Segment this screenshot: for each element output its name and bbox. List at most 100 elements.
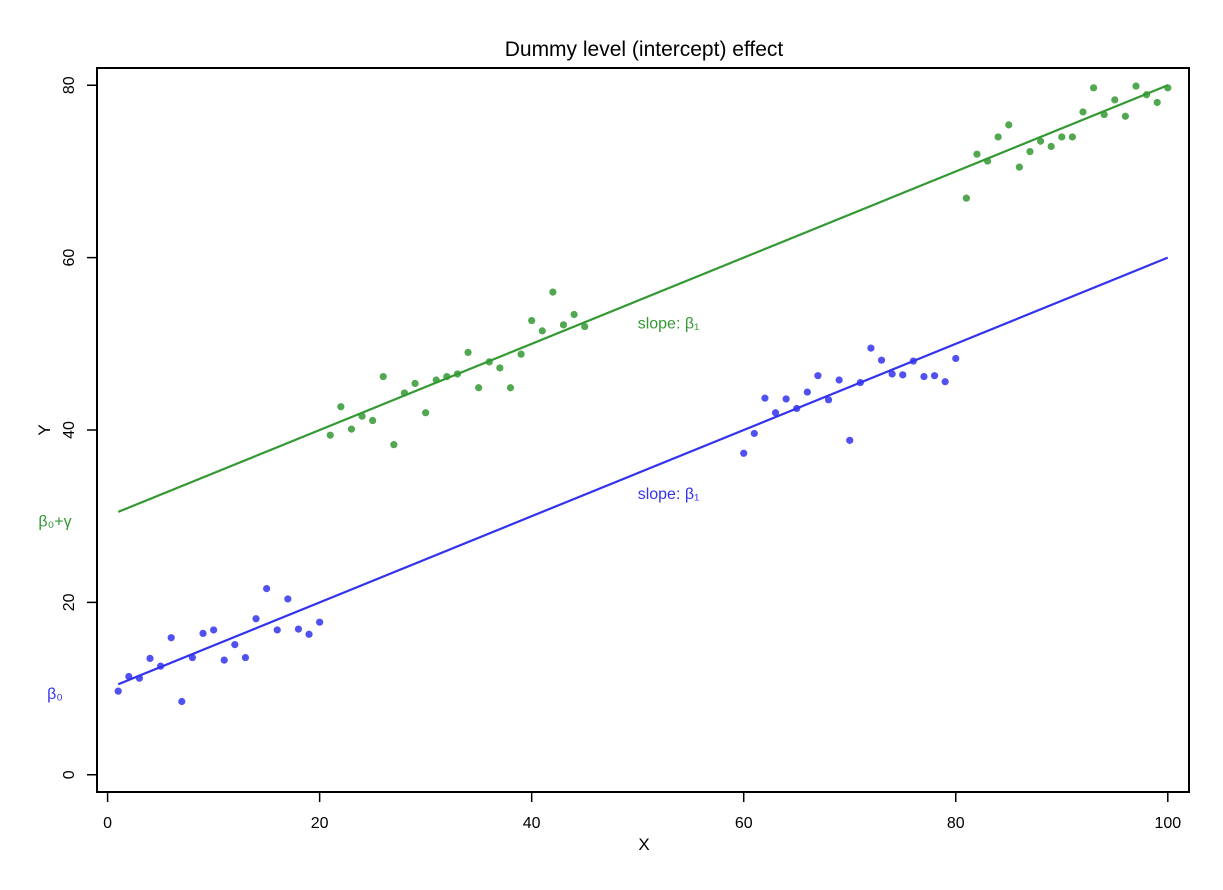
- data-point-series-1: [549, 288, 557, 296]
- x-tick-label: 100: [1154, 815, 1181, 832]
- data-point-series-1: [517, 350, 525, 358]
- data-point-series-0: [114, 687, 122, 695]
- data-point-series-1: [390, 441, 398, 449]
- data-point-series-0: [856, 378, 864, 387]
- y-tick-label: 40: [61, 421, 78, 439]
- data-point-series-0: [888, 370, 896, 378]
- data-point-series-0: [167, 634, 175, 642]
- x-axis-label: X: [638, 835, 649, 854]
- data-point-series-1: [326, 431, 334, 439]
- data-point-series-1: [570, 310, 578, 319]
- data-point-series-0: [803, 388, 811, 396]
- x-tick-label: 20: [311, 815, 329, 832]
- y-tick-label: 60: [61, 249, 78, 267]
- data-point-series-1: [337, 403, 345, 411]
- data-point-series-1: [1153, 98, 1161, 107]
- data-point-series-0: [284, 595, 292, 603]
- data-point-series-1: [475, 384, 483, 392]
- data-point-series-1: [485, 358, 493, 366]
- annotations: slope: β₁ slope: β₁ β₀+γ β₀: [38, 315, 699, 703]
- annotation-label: slope: β₁: [638, 486, 700, 503]
- data-point-series-0: [199, 629, 207, 638]
- data-point-series-1: [400, 389, 409, 397]
- data-point-series-1: [443, 372, 451, 381]
- data-point-series-0: [125, 672, 133, 681]
- data-point-series-1: [1036, 137, 1045, 145]
- data-point-series-0: [157, 662, 165, 670]
- data-point-series-0: [231, 641, 239, 649]
- data-point-series-1: [379, 372, 387, 381]
- data-point-series-0: [920, 372, 928, 381]
- data-point-series-1: [1068, 133, 1076, 141]
- data-point-series-1: [347, 425, 356, 433]
- data-point-series-1: [506, 384, 515, 392]
- chart-title: Dummy level (intercept) effect: [505, 38, 784, 61]
- data-point-series-0: [740, 449, 748, 457]
- data-point-series-1: [994, 133, 1002, 141]
- data-point-series-0: [814, 372, 822, 380]
- data-point-series-1: [983, 157, 992, 165]
- fit-lines: [117, 84, 1169, 686]
- data-point-series-1: [1005, 121, 1013, 129]
- y-tick-label: 80: [61, 76, 78, 94]
- y-axis-label: Y: [35, 424, 54, 435]
- data-point-series-0: [909, 357, 917, 365]
- y-tick-label: 20: [61, 593, 78, 611]
- data-point-series-0: [188, 653, 197, 662]
- data-point-series-0: [178, 697, 186, 706]
- data-point-series-1: [496, 364, 504, 372]
- x-tick-label: 60: [735, 815, 753, 832]
- data-point-series-0: [899, 371, 907, 379]
- data-point-series-0: [930, 372, 939, 380]
- data-point-series-0: [210, 626, 218, 634]
- data-point-series-0: [793, 404, 801, 413]
- data-point-series-0: [146, 654, 154, 663]
- annotation-label: β₀: [47, 686, 63, 703]
- fit-line-series-1: [117, 84, 1169, 513]
- data-point-series-1: [422, 409, 430, 417]
- data-point-series-0: [835, 376, 843, 384]
- data-point-series-1: [1100, 110, 1108, 119]
- data-point-series-0: [846, 436, 854, 444]
- data-point-series-0: [263, 584, 271, 593]
- x-tick-label: 80: [947, 815, 965, 832]
- y-axis: 0 20 40 60 80: [61, 76, 97, 779]
- data-point-series-0: [952, 354, 960, 363]
- data-point-series-1: [432, 376, 440, 384]
- data-point-series-0: [750, 429, 758, 438]
- data-point-series-0: [220, 656, 228, 664]
- data-point-series-0: [782, 395, 790, 403]
- data-point-series-1: [358, 412, 366, 420]
- fit-line-series-0: [117, 256, 1169, 686]
- data-point-series-0: [294, 625, 303, 633]
- data-point-series-1: [411, 379, 419, 388]
- data-point-series-0: [877, 356, 886, 364]
- data-point-series-0: [941, 378, 949, 386]
- data-point-series-0: [761, 394, 769, 402]
- data-point-series-1: [1142, 91, 1151, 99]
- plot-frame: [96, 67, 1190, 793]
- data-point-series-0: [824, 396, 833, 404]
- data-point-series-1: [1111, 96, 1119, 104]
- data-point-series-1: [1026, 148, 1034, 156]
- data-point-series-1: [528, 316, 536, 325]
- data-point-series-1: [1058, 133, 1066, 141]
- x-axis: 0 20 40 60 80 100: [103, 792, 1181, 832]
- data-point-series-1: [1164, 84, 1172, 92]
- data-point-series-1: [559, 321, 568, 329]
- data-point-series-0: [316, 618, 324, 626]
- y-tick-label: 0: [61, 770, 78, 779]
- data-point-series-1: [1089, 84, 1098, 92]
- data-point-series-1: [581, 322, 589, 331]
- data-points: [114, 82, 1172, 706]
- data-point-series-1: [453, 370, 462, 378]
- data-point-series-1: [369, 416, 377, 425]
- data-point-series-0: [305, 630, 313, 638]
- x-tick-label: 0: [103, 815, 112, 832]
- data-point-series-0: [241, 653, 250, 662]
- data-point-series-0: [771, 409, 780, 417]
- data-point-series-1: [538, 327, 546, 335]
- annotation-label: slope: β₁: [638, 315, 700, 332]
- data-point-series-1: [1047, 142, 1055, 151]
